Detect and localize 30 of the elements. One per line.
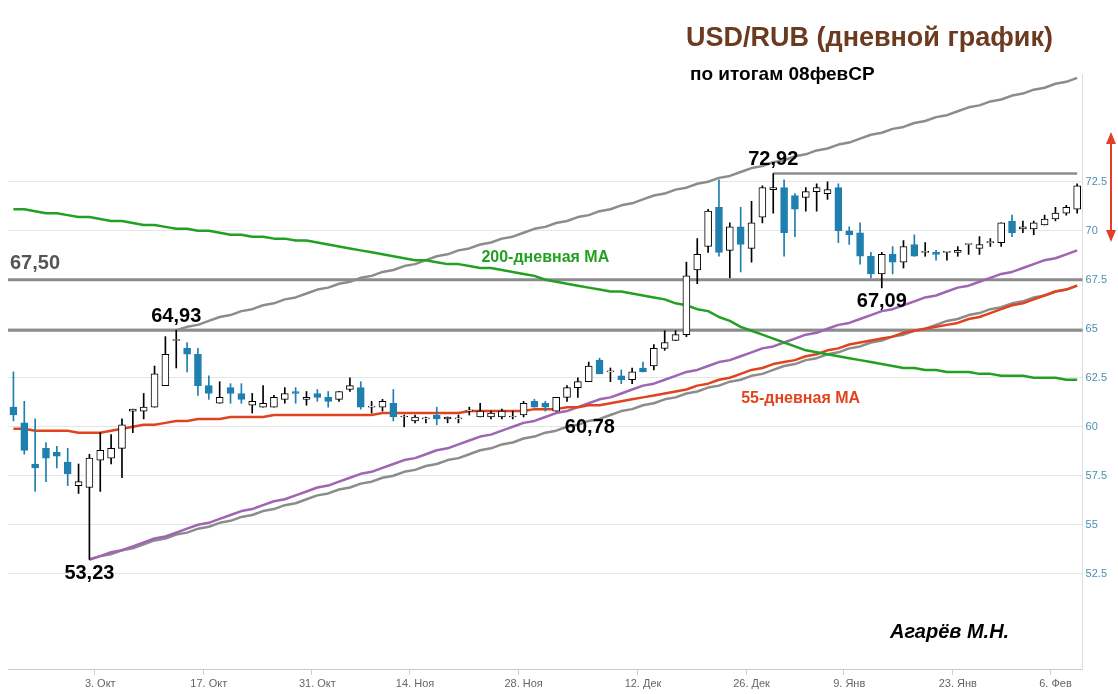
x-tick-label: 17. Окт xyxy=(190,677,228,690)
x-tick-label: 31. Окт xyxy=(298,677,336,690)
annotation: 53,23 xyxy=(64,560,115,583)
y-tick-label: 72.5 xyxy=(1085,174,1108,187)
annotation: 60,78 xyxy=(564,415,615,437)
annotation: 64,93 xyxy=(151,303,202,326)
y-tick-label: 62.5 xyxy=(1085,370,1108,383)
annotation: 67,09 xyxy=(856,289,907,312)
y-tick-label: 70 xyxy=(1085,223,1098,236)
y-tick-label: 55 xyxy=(1085,517,1098,530)
series-label: 55-дневная MA xyxy=(741,388,861,406)
annotation: 72,92 xyxy=(748,147,799,170)
ref-line-label: 67,50 xyxy=(10,251,61,274)
x-tick-label: 6. Фев xyxy=(1039,677,1072,690)
y-tick-label: 57.5 xyxy=(1085,468,1108,481)
x-tick-label: 26. Дек xyxy=(733,677,771,690)
y-tick-label: 65 xyxy=(1085,321,1098,334)
x-tick-label: 23. Янв xyxy=(938,677,978,690)
y-tick-label: 60 xyxy=(1085,419,1098,432)
x-tick-label: 28. Ноя xyxy=(504,677,543,690)
x-tick-label: 12. Дек xyxy=(624,677,662,690)
y-tick-label: 52.5 xyxy=(1085,566,1108,579)
x-tick-label: 9. Янв xyxy=(833,677,866,690)
chart-title: USD/RUB (дневной график) xyxy=(686,22,1053,53)
annotation: Агарёв М.Н. xyxy=(890,620,1010,643)
y-tick-label: 67.5 xyxy=(1085,272,1108,285)
x-tick-label: 14. Ноя xyxy=(395,677,435,690)
series-label: 200-дневная MA xyxy=(481,248,610,266)
x-tick-label: 3. Окт xyxy=(84,677,116,690)
chart-subtitle: по итогам 08февСР xyxy=(690,63,875,85)
